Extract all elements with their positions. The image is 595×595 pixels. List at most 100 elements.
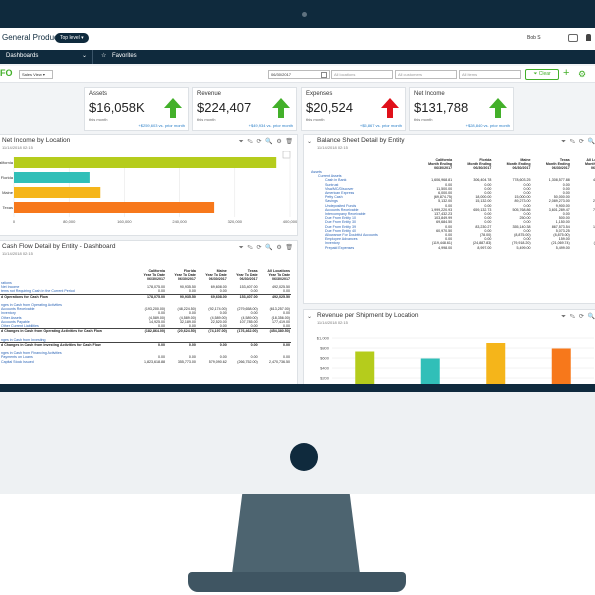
row-label[interactable]: Allowance For Doubtful Accounts	[325, 233, 378, 238]
kpi-period: this month	[89, 117, 108, 122]
chat-icon[interactable]	[568, 34, 578, 42]
chevron-down-icon[interactable]: ⌄	[82, 53, 88, 59]
row-label[interactable]: Accounts Receivable	[325, 207, 359, 212]
top-level-label: Top level	[60, 35, 80, 41]
table-row: Due From Entity 30 69,684.50 0.00 0.00 1,150…	[310, 220, 595, 224]
row-label[interactable]: Inventory	[1, 311, 16, 316]
bar-texas[interactable]	[14, 202, 215, 213]
cell-value: 107,785.00	[239, 319, 258, 324]
row-label[interactable]: Employee Advances	[325, 237, 358, 242]
row-label[interactable]: Accounts Receivable	[1, 307, 35, 312]
gear-icon[interactable]: ⚙	[578, 69, 587, 79]
panel-tools[interactable]: ⏷ ✎ ⟳ 🔍	[561, 314, 595, 320]
cell-value: 0.00	[158, 324, 166, 329]
row-label[interactable]: Petty Cash	[325, 195, 343, 200]
row-label[interactable]: Accounts Payable	[1, 319, 30, 324]
cell-value: (182,864.00)	[135, 328, 167, 334]
kpi-card-revenue[interactable]: Revenue $224,407 this month +$49,934 vs. pr…	[192, 87, 297, 131]
row-label[interactable]: Assets	[311, 170, 322, 174]
row-label[interactable]: Other Assets	[1, 315, 22, 320]
favorites-menu[interactable]: Favorites	[112, 53, 137, 59]
company-title[interactable]: General Product	[2, 33, 61, 42]
kpi-card-net-income[interactable]: Net Income $131,788 this month +$28,840 vs.…	[409, 87, 514, 131]
category-label: California	[0, 160, 14, 165]
items-select[interactable]: All items	[459, 70, 521, 79]
plus-icon[interactable]: +	[563, 67, 570, 79]
row-label[interactable]: Visa/MC/Discover	[325, 186, 354, 191]
column-header: California Year To Date 06/30/2017	[143, 269, 166, 281]
row-label[interactable]: rations	[1, 281, 12, 285]
bar-california[interactable]	[14, 157, 277, 168]
user-name[interactable]: Bob S	[527, 35, 541, 41]
row-label[interactable]: Due From Entity 39	[325, 224, 356, 229]
kpi-card-assets[interactable]: Assets $16,058K this month +$259,603 vs. pr…	[84, 87, 189, 131]
cell-value: 0.00	[250, 324, 258, 329]
row-label[interactable]: Current Assets	[318, 174, 342, 179]
clear-button[interactable]: ⏷ Clear	[525, 69, 559, 80]
bar-maine[interactable]	[14, 187, 101, 198]
row-label[interactable]: Intercompany Receivable	[325, 212, 366, 217]
cell-value: 137,432.23	[434, 212, 453, 217]
row-label[interactable]: Inventory	[325, 241, 340, 246]
cell-value: 0.00	[250, 311, 258, 316]
row-label[interactable]: Prepaid Expenses	[325, 245, 355, 250]
row-label[interactable]: Undeposited Funds	[325, 203, 357, 208]
row-label[interactable]: nges in Cash from Financing Activities	[1, 351, 62, 356]
cell-value: 177,419.00	[272, 319, 290, 324]
bar-texas[interactable]	[551, 348, 571, 385]
row-label[interactable]: Other Current Liabilities	[1, 324, 39, 329]
star-icon[interactable]: ☆	[101, 53, 107, 59]
table-row: d Changes in Cash from Operating Activit…	[0, 328, 291, 334]
cell-value: 0.00	[158, 311, 166, 316]
row-label[interactable]: Suntrust	[325, 182, 339, 187]
arrow-up-icon	[381, 98, 399, 118]
cell-value: 0.00	[445, 203, 453, 208]
row-label[interactable]: Due From Entity 10	[325, 216, 356, 221]
row-label[interactable]: Capital Stock Issued	[1, 359, 34, 364]
collapse-chevron-icon[interactable]: ⌄	[307, 139, 313, 145]
row-label[interactable]: American Express	[325, 191, 355, 196]
row-label[interactable]: nges in Cash from Operating Activities	[1, 303, 62, 307]
net-income-timestamp: 11/14/2018 02:15	[2, 145, 33, 150]
panel-tools[interactable]: ⏷ ✎ ⟳ 🔍 ⚙ 🗑	[238, 245, 294, 251]
view-select[interactable]: Sales View ▾	[19, 70, 53, 79]
cell-value: (21,069.74)	[551, 241, 570, 246]
table-row: American Express6,000.000.000.000.006,00…	[310, 191, 595, 195]
bell-icon[interactable]	[586, 34, 591, 41]
top-level-pill[interactable]: Top level ▾	[55, 33, 89, 43]
date-input[interactable]: 06/30/2017	[268, 70, 330, 79]
dashboards-menu[interactable]: Dashboards	[6, 53, 39, 59]
locations-select[interactable]: All locations	[331, 70, 393, 79]
cell-value: 103,849.99	[434, 216, 453, 221]
x-tick-label: 160,000	[117, 219, 132, 224]
row-label[interactable]: Payments on Loans	[1, 355, 33, 360]
cell-value: (18,356.00)	[271, 315, 290, 320]
bar-california[interactable]	[355, 351, 375, 385]
customers-select[interactable]: All customers	[395, 70, 457, 79]
row-label[interactable]: tems not Requiring Cash in the Current P…	[1, 289, 75, 294]
cell-value: 153,407.00	[227, 293, 259, 299]
cell-value: 1,999,220.93	[431, 207, 453, 212]
row-label[interactable]: Net Income	[1, 285, 20, 290]
collapse-chevron-icon[interactable]: ⌄	[307, 314, 313, 320]
customers-value: All customers	[398, 72, 423, 77]
bar-florida[interactable]	[420, 358, 440, 385]
row-label[interactable]: Due From Entity 40	[325, 228, 356, 233]
export-icon[interactable]	[282, 151, 291, 159]
row-label[interactable]: Due From Entity 30	[325, 220, 356, 225]
calendar-icon[interactable]	[321, 72, 327, 78]
nav-bar: Dashboards ⌄ ☆ Favorites	[0, 50, 595, 64]
cell-value: 0.00	[523, 212, 531, 217]
row-label[interactable]: nges in Cash from Investing	[1, 337, 46, 342]
row-label[interactable]: Savings	[325, 199, 338, 204]
panel-tools[interactable]: ⏷ ✎ ⟳ 🔍	[561, 139, 595, 145]
panel-tools[interactable]: ⏷ ✎ ⟳ 🔍 ⚙ 🗑	[238, 139, 294, 145]
bar-florida[interactable]	[14, 172, 90, 183]
row-label[interactable]: Cash in Bank	[325, 178, 347, 183]
bar-maine[interactable]	[486, 343, 506, 384]
cell-value: 0.00	[445, 233, 453, 238]
cash-flow-table: California Year To Date 06/30/2017 Florid…	[0, 269, 291, 364]
kpi-card-expenses[interactable]: Expenses $20,524 this month +$5,867 vs. pri…	[301, 87, 406, 131]
cell-value: 0.00	[484, 228, 492, 233]
cell-value: 0.00	[283, 355, 290, 360]
